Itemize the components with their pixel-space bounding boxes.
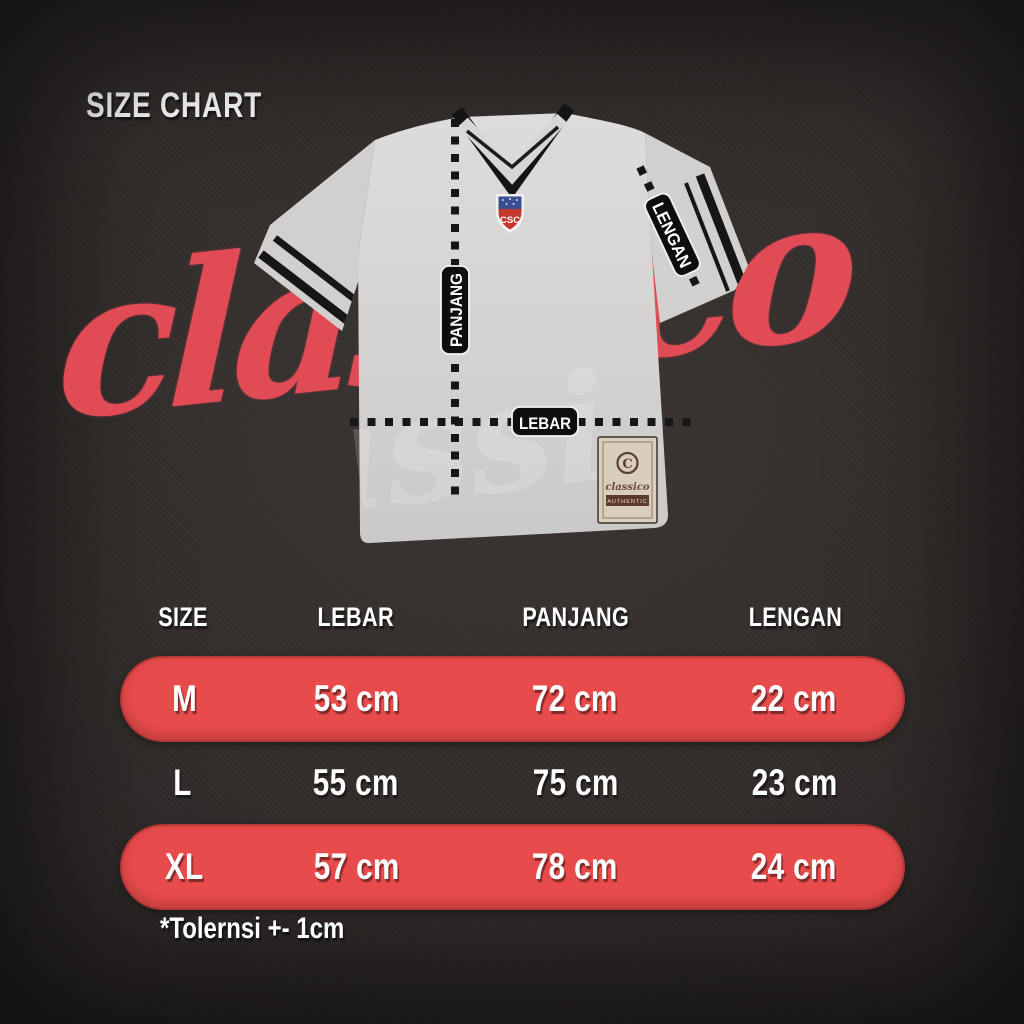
chest-shield-logo: CSC [496, 194, 524, 233]
cell-panjang: 72 cm [531, 678, 618, 719]
cell-size: XL [165, 846, 204, 887]
cell-panjang: 78 cm [531, 846, 618, 887]
header-size: SIZE [157, 601, 208, 632]
cell-lebar: 55 cm [312, 762, 399, 803]
vneck-collar [451, 103, 575, 199]
cell-panjang: 75 cm [532, 762, 619, 803]
page-title: SIZE CHART [86, 86, 306, 126]
ghost-script-on-shirt: assi [277, 339, 619, 553]
cell-lebar: 57 cm [313, 846, 400, 887]
cell-lebar: 53 cm [313, 678, 400, 719]
hem-tag: C classico AUTHENTIC [597, 436, 658, 524]
panjang-label: PANJANG [440, 265, 470, 355]
header-lebar: LEBAR [317, 601, 394, 632]
lengan-dotted-line [636, 165, 704, 295]
cell-lengan: 24 cm [750, 846, 837, 887]
header-lengan: LENGAN [748, 601, 842, 632]
cell-lengan: 22 cm [750, 678, 837, 719]
size-table: SIZE LEBAR PANJANG LENGAN M 53 cm 72 cm … [120, 596, 905, 910]
cell-size: L [173, 762, 193, 803]
table-row-m: M 53 cm 72 cm 22 cm [120, 656, 905, 742]
left-cuff-stripe-outer [258, 250, 355, 328]
shirt-body [358, 113, 668, 544]
tolerance-note: *Tolernsi +- 1cm [160, 912, 345, 945]
tshirt-svg: assi CSC C [254, 103, 748, 553]
tag-monogram: C [622, 457, 632, 472]
lebar-label: LEBAR [511, 406, 579, 437]
page-title-text: SIZE CHART [86, 86, 262, 125]
tag-brand-script: classico [605, 482, 650, 493]
header-panjang: PANJANG [521, 601, 629, 632]
panjang-label-text: PANJANG [447, 273, 466, 347]
size-table-header: SIZE LEBAR PANJANG LENGAN [120, 596, 905, 638]
table-row-l: L 55 cm 75 cm 23 cm [120, 742, 905, 824]
right-sleeve [645, 133, 748, 323]
right-cuff-stripe-outer [695, 173, 747, 285]
cell-size: M [171, 678, 198, 719]
tag-authentic-text: AUTHENTIC [607, 499, 647, 505]
table-row-xl: XL 57 cm 78 cm 24 cm [120, 824, 905, 910]
left-cuff-stripe-inner [272, 235, 369, 311]
tshirt-illustration: assi CSC C [230, 95, 770, 555]
chest-logo-text: CSC [500, 215, 520, 226]
left-sleeve [254, 140, 375, 331]
cell-lengan: 23 cm [752, 762, 839, 803]
right-cuff-stripe-inner [684, 182, 730, 292]
lebar-label-text: LEBAR [519, 414, 571, 433]
